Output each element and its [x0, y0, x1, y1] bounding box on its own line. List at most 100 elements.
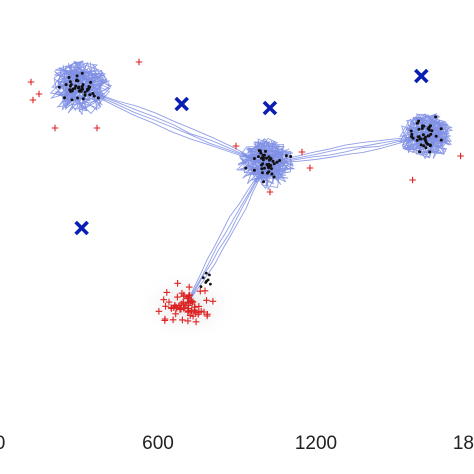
- plus-marker: [93, 124, 101, 132]
- cluster-dot: [267, 166, 271, 170]
- cluster-dot: [244, 166, 248, 170]
- plus-marker: [197, 308, 205, 315]
- cluster-dot: [270, 167, 273, 171]
- cluster-dot: [411, 136, 415, 140]
- cluster-dot: [87, 87, 90, 91]
- cluster-dot: [428, 150, 432, 154]
- plus-marker: [409, 176, 416, 184]
- trajectory-link: [78, 87, 267, 165]
- x-tick-label: 1800: [453, 433, 474, 454]
- cluster-dot: [430, 129, 434, 133]
- cluster-dot: [415, 121, 419, 125]
- cluster-dot: [424, 146, 428, 150]
- cluster-dot: [83, 90, 87, 94]
- cluster-dot: [261, 162, 265, 166]
- plus-marker: [189, 312, 197, 320]
- plus-marker: [195, 303, 203, 310]
- trajectory-link: [186, 163, 267, 305]
- cluster-dot: [261, 171, 264, 175]
- cluster-dot: [269, 157, 273, 161]
- plus-marker: [185, 283, 193, 291]
- plus-marker: [209, 298, 217, 305]
- plus-marker: [181, 304, 189, 312]
- cluster-dot: [259, 151, 263, 155]
- x-marker: [74, 220, 89, 236]
- cluster-dot: [417, 119, 421, 123]
- trajectory-link: [186, 163, 267, 305]
- cluster-dot: [263, 153, 266, 157]
- plus-marker: [203, 297, 210, 304]
- cluster-dot: [269, 164, 273, 167]
- plus-marker: [176, 306, 184, 313]
- cluster-dot: [252, 168, 256, 172]
- cluster-dot: [204, 281, 208, 284]
- x-marker: [414, 68, 429, 84]
- cluster-dot: [439, 138, 443, 142]
- cluster-dot: [75, 74, 79, 78]
- cluster-dot: [68, 80, 72, 84]
- plus-marker: [457, 152, 464, 160]
- plus-marker: [135, 58, 143, 66]
- cluster-dot: [265, 163, 269, 167]
- plus-marker: [175, 302, 183, 309]
- plus-marker: [298, 148, 306, 156]
- cluster-dot: [209, 282, 212, 286]
- cluster-dot: [81, 97, 85, 101]
- trajectory-link: [265, 135, 427, 165]
- cluster-dot: [199, 285, 203, 288]
- x-axis-tick-labels: 0 600 1200 1800: [0, 433, 474, 454]
- cluster-dot: [416, 135, 420, 139]
- cluster-dot: [73, 86, 77, 90]
- trajectory-link: [265, 135, 427, 165]
- cluster-dot: [417, 127, 421, 131]
- plus-marker: [51, 124, 59, 132]
- cluster-dot: [88, 93, 92, 97]
- plus-marker: [170, 304, 178, 311]
- cluster-dot: [271, 159, 275, 163]
- cluster-dot: [252, 157, 256, 160]
- plus-marker: [201, 287, 209, 295]
- cluster-dot: [419, 137, 423, 141]
- cluster-dot: [264, 149, 267, 153]
- plus-marker-layer: [27, 58, 464, 326]
- cluster-dot: [74, 79, 78, 83]
- plus-marker: [188, 297, 195, 304]
- cluster-dot: [204, 271, 208, 275]
- x-marker: [262, 100, 278, 116]
- cluster-dot: [69, 89, 73, 93]
- plus-marker: [169, 316, 177, 324]
- plus-marker: [29, 96, 37, 104]
- cluster-dot: [423, 137, 426, 141]
- cluster-dot: [418, 150, 422, 154]
- plus-marker: [191, 303, 198, 311]
- plus-marker: [174, 293, 181, 301]
- plus-marker: [184, 295, 191, 302]
- x-marker-layer: [74, 68, 429, 236]
- plus-marker: [306, 164, 314, 172]
- plus-marker: [174, 280, 181, 287]
- cluster-dot: [201, 276, 205, 280]
- plus-marker: [161, 317, 169, 324]
- plus-marker: [204, 310, 211, 318]
- cluster-dot: [83, 93, 87, 97]
- plus-marker: [266, 188, 274, 196]
- cluster-dot: [262, 180, 266, 184]
- cluster-dot: [87, 85, 91, 89]
- cluster-dot: [79, 89, 83, 93]
- dot-layer: [57, 71, 443, 288]
- plus-marker: [155, 308, 163, 315]
- cluster-dot: [419, 143, 423, 147]
- cluster-dot: [262, 156, 265, 160]
- trajectory-link: [78, 87, 267, 165]
- cluster-dot: [208, 273, 211, 277]
- trajectory-layer: [49, 60, 454, 305]
- cluster-dot: [284, 154, 288, 158]
- cluster-dot: [76, 96, 80, 100]
- cluster-dot: [275, 160, 279, 164]
- cluster-dot: [421, 133, 425, 137]
- cluster-dot: [415, 138, 419, 142]
- trajectory-link: [78, 87, 267, 165]
- cluster-dot: [422, 144, 426, 148]
- trajectory-link: [186, 163, 267, 305]
